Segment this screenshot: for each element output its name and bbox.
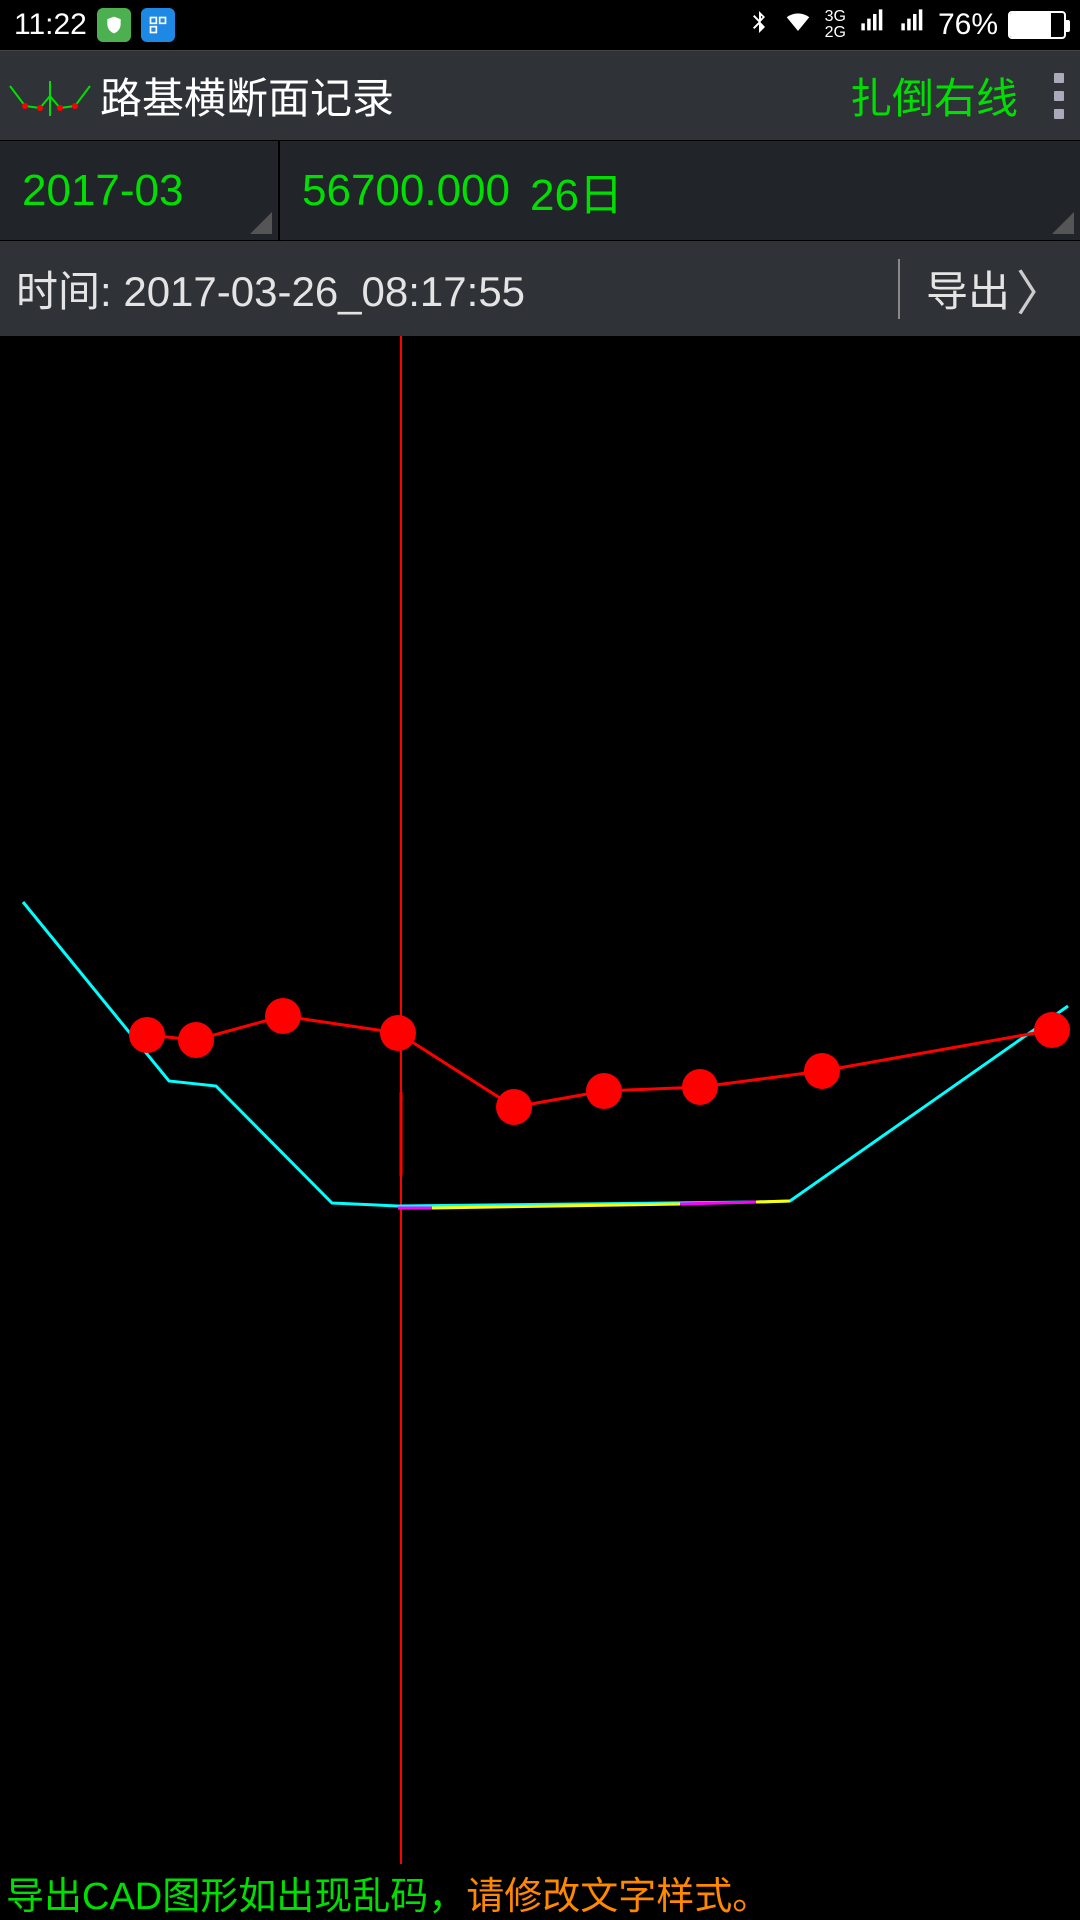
chart-canvas[interactable] (0, 336, 1080, 1864)
dropdown-icon (250, 212, 272, 234)
page-title: 路基横断面记录 (100, 65, 394, 126)
time-row: 时间: 2017-03-26_08:17:55 导出 〉 (0, 240, 1080, 336)
overflow-menu-icon[interactable] (1048, 73, 1070, 119)
app-bar: 路基横断面记录 扎倒右线 (0, 50, 1080, 140)
export-button[interactable]: 导出 〉 (898, 254, 1064, 324)
battery-icon (1008, 11, 1066, 39)
day-value: 26日 (530, 159, 623, 223)
export-label: 导出 (926, 258, 1010, 319)
footer-message: 导出CAD图形如出现乱码，请修改文字样式。 (0, 1864, 1080, 1920)
status-bar: 11:22 3G2G 76% (0, 0, 1080, 50)
signal-bars-icon (858, 7, 888, 43)
cross-section-chart[interactable] (0, 336, 1080, 1864)
signal-bars-2-icon (898, 7, 928, 43)
app-logo-icon (0, 66, 100, 126)
time-label: 时间: (16, 268, 123, 315)
status-time: 11:22 (14, 8, 87, 42)
chevron-right-icon: 〉 (1016, 254, 1064, 324)
route-selector[interactable]: 扎倒右线 (850, 65, 1018, 126)
station-selector[interactable]: 56700.000 26日 (280, 141, 1080, 240)
footer-text-2: 请修改文字样式。 (466, 1865, 770, 1920)
battery-percent: 76% (938, 8, 998, 42)
footer-text-1: 导出CAD图形如出现乱码， (6, 1865, 466, 1920)
month-value: 2017-03 (22, 166, 183, 216)
qr-icon (141, 8, 175, 42)
signal-3g-icon: 3G2G (825, 9, 848, 41)
month-selector[interactable]: 2017-03 (0, 141, 280, 240)
dropdown-icon (1052, 212, 1074, 234)
bluetooth-icon (747, 6, 771, 44)
wifi-icon (781, 6, 815, 44)
time-value: 2017-03-26_08:17:55 (123, 268, 525, 315)
selector-row: 2017-03 56700.000 26日 (0, 140, 1080, 240)
station-value: 56700.000 (302, 166, 510, 216)
shield-icon (97, 8, 131, 42)
